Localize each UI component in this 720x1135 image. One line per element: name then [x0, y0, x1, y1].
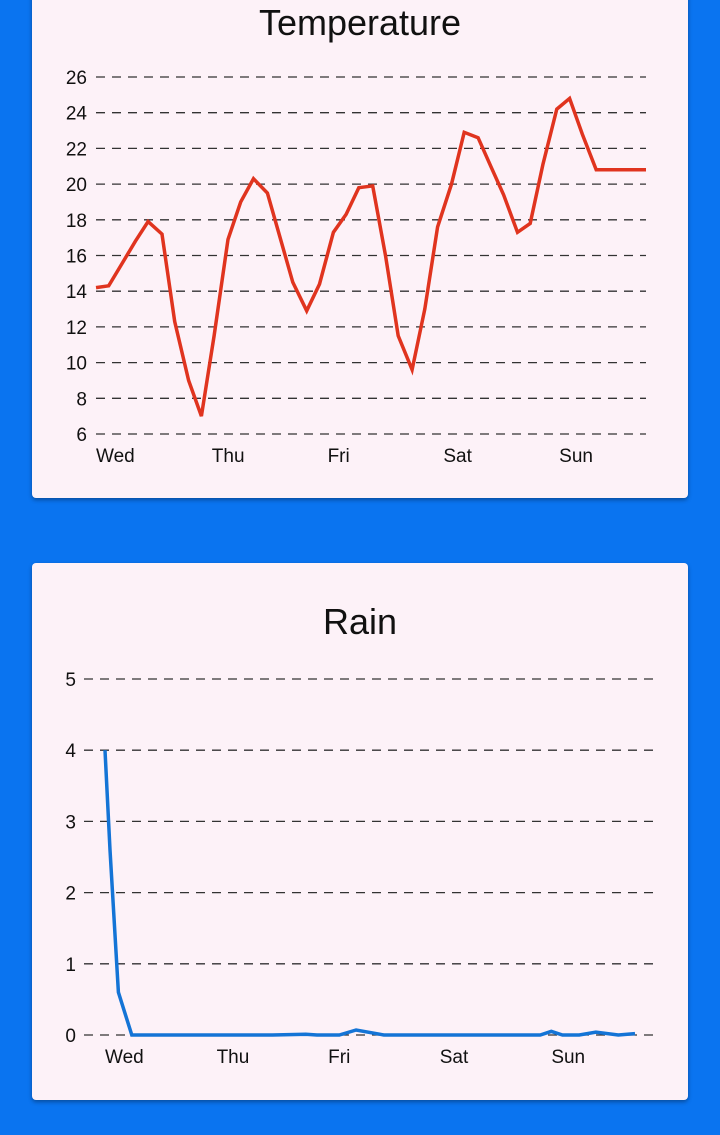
temperature-series-line: [95, 95, 646, 417]
temperature-chart: 6 8 10 12 14 16 18 20 22 24 26 Wed Thu Fri Sat Sun: [66, 68, 646, 467]
y-tick-label: 0: [65, 1026, 76, 1047]
y-tick-label: 5: [65, 670, 76, 691]
y-tick-label: 2: [65, 884, 76, 905]
rain-card: Rain 0 1 2 3 4 5 Wed Thu Fri Sat Sun: [32, 563, 688, 1100]
y-tick-label: 20: [66, 175, 87, 196]
x-tick-label: Thu: [217, 1047, 250, 1068]
y-tick-label: 6: [76, 425, 87, 446]
x-tick-label: Sat: [443, 446, 472, 467]
x-tick-label: Thu: [212, 446, 245, 467]
y-tick-label: 16: [66, 247, 87, 268]
x-tick-label: Fri: [328, 1047, 350, 1068]
y-tick-label: 10: [66, 354, 87, 375]
temperature-card: Temperature 6 8 10 12 14 16 18 20 22 24 26 Wed Thu Fr…: [32, 0, 688, 498]
y-tick-label: 4: [65, 741, 76, 762]
x-tick-label: Fri: [328, 446, 350, 467]
y-tick-label: 24: [66, 104, 88, 125]
y-tick-label: 14: [66, 282, 88, 303]
rain-series-line: [103, 750, 636, 1037]
x-tick-label: Sun: [559, 446, 593, 467]
x-tick-label: Sat: [440, 1047, 469, 1068]
y-tick-label: 3: [65, 812, 76, 833]
temperature-chart-title: Temperature: [258, 2, 462, 43]
y-tick-label: 12: [66, 318, 87, 339]
y-tick-label: 1: [65, 955, 76, 976]
x-tick-label: Sun: [551, 1047, 585, 1068]
x-tick-label: Wed: [96, 446, 135, 467]
rain-chart: 0 1 2 3 4 5 Wed Thu Fri Sat Sun: [65, 670, 656, 1068]
x-tick-label: Wed: [105, 1047, 144, 1068]
y-tick-label: 22: [66, 139, 87, 160]
rain-chart-title: Rain: [322, 601, 398, 642]
y-tick-label: 18: [66, 211, 87, 232]
y-tick-label: 8: [76, 389, 87, 410]
y-tick-label: 26: [66, 68, 87, 89]
